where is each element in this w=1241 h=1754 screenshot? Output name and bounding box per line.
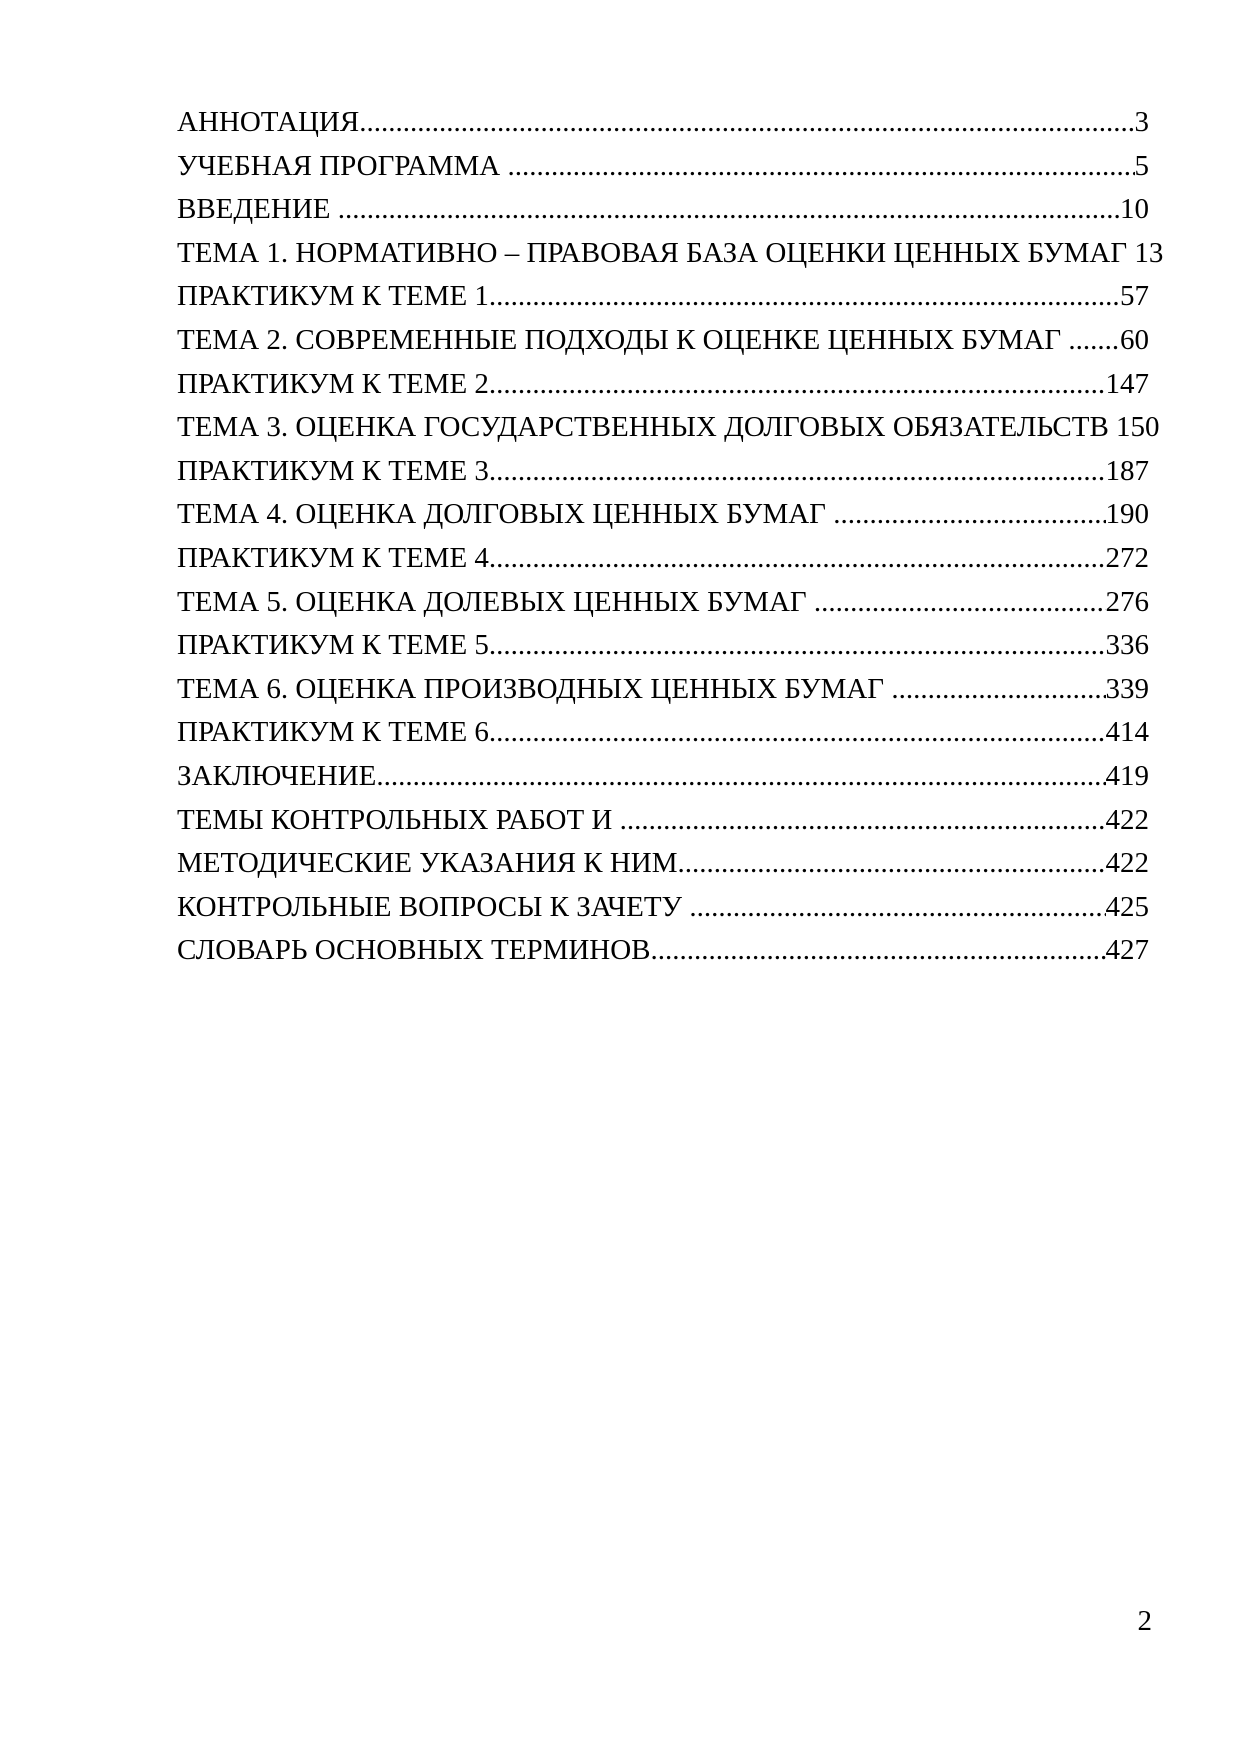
toc-entry-page: 272 <box>1105 541 1150 574</box>
toc-entry-title: КОНТРОЛЬНЫЕ ВОПРОСЫ К ЗАЧЕТУ <box>177 890 690 923</box>
toc-entry-title: ПРАКТИКУМ К ТЕМЕ 1 <box>177 280 489 313</box>
toc-row: ПРАКТИКУМ К ТЕМЕ 6 414 <box>177 711 1149 755</box>
toc-row: ЗАКЛЮЧЕНИЕ 419 <box>177 755 1149 799</box>
toc-entry-page: 336 <box>1105 629 1150 662</box>
toc-entry-title: ТЕМА 5. ОЦЕНКА ДОЛЕВЫХ ЦЕННЫХ БУМАГ <box>177 585 814 618</box>
toc-row: ТЕМА 4. ОЦЕНКА ДОЛГОВЫХ ЦЕННЫХ БУМАГ 190 <box>177 493 1149 537</box>
toc-entry-page: 10 <box>1120 193 1149 226</box>
toc-dot-leader <box>651 929 1106 973</box>
toc-entry-page: 60 <box>1120 323 1149 356</box>
toc-entry-title: АННОТАЦИЯ <box>177 106 360 138</box>
toc-entry-page: 13 <box>1134 236 1164 269</box>
toc-entry-title: ТЕМА 3. ОЦЕНКА ГОСУДАРСТВЕННЫХ ДОЛГОВЫХ … <box>177 411 1117 444</box>
toc-entry-title: СЛОВАРЬ ОСНОВНЫХ ТЕРМИНОВ <box>177 934 651 967</box>
toc-entry-title: ЗАКЛЮЧЕНИЕ <box>177 759 377 792</box>
toc-dot-leader <box>489 711 1106 755</box>
table-of-contents: АННОТАЦИЯ 3 УЧЕБНАЯ ПРОГРАММА 5 ВВЕДЕНИЕ… <box>177 101 1163 973</box>
toc-entry-title: УЧЕБНАЯ ПРОГРАММА <box>177 149 508 182</box>
toc-entry-page: 276 <box>1105 585 1150 618</box>
toc-entry-page: 190 <box>1105 498 1150 531</box>
toc-row: ТЕМА 5. ОЦЕНКА ДОЛЕВЫХ ЦЕННЫХ БУМАГ 276 <box>177 581 1149 625</box>
toc-row: ТЕМЫ КОНТРОЛЬНЫХ РАБОТ И 422 <box>177 799 1149 843</box>
toc-entry-page: 414 <box>1105 716 1150 749</box>
toc-row: ТЕМА 3. ОЦЕНКА ГОСУДАРСТВЕННЫХ ДОЛГОВЫХ … <box>177 406 1160 450</box>
toc-dot-leader <box>689 886 1105 930</box>
toc-dot-leader <box>678 842 1106 886</box>
toc-entry-page: 427 <box>1105 934 1150 967</box>
toc-entry-page: 422 <box>1105 803 1150 836</box>
toc-entry-title: ПРАКТИКУМ К ТЕМЕ 6 <box>177 716 489 749</box>
toc-entry-page: 150 <box>1116 411 1160 444</box>
toc-row: МЕТОДИЧЕСКИЕ УКАЗАНИЯ К НИМ 422 <box>177 842 1149 886</box>
toc-entry-title: ТЕМЫ КОНТРОЛЬНЫХ РАБОТ И <box>177 803 620 836</box>
toc-entry-title: ПРАКТИКУМ К ТЕМЕ 2 <box>177 367 489 400</box>
toc-row: УЧЕБНАЯ ПРОГРАММА 5 <box>177 145 1149 189</box>
toc-entry-page: 419 <box>1105 759 1150 792</box>
toc-row: ПРАКТИКУМ К ТЕМЕ 3 187 <box>177 450 1149 494</box>
toc-dot-leader <box>338 188 1120 232</box>
toc-entry-title: ТЕМА 1. НОРМАТИВНО – ПРАВОВАЯ БАЗА ОЦЕНК… <box>177 236 1135 269</box>
toc-entry-title: ТЕМА 6. ОЦЕНКА ПРОИЗВОДНЫХ ЦЕННЫХ БУМАГ <box>177 672 892 705</box>
toc-entry-title: ВВЕДЕНИЕ <box>177 193 338 226</box>
toc-dot-leader <box>1068 319 1120 363</box>
toc-row: ПРАКТИКУМ К ТЕМЕ 5 336 <box>177 624 1149 668</box>
toc-row: ТЕМА 1. НОРМАТИВНО – ПРАВОВАЯ БАЗА ОЦЕНК… <box>177 232 1163 276</box>
toc-dot-leader <box>833 493 1105 537</box>
toc-row: СЛОВАРЬ ОСНОВНЫХ ТЕРМИНОВ 427 <box>177 929 1149 973</box>
toc-dot-leader <box>507 145 1134 189</box>
page-number: 2 <box>1137 1605 1153 1637</box>
toc-entry-page: 57 <box>1120 280 1149 313</box>
toc-entry-title: ТЕМА 2. СОВРЕМЕННЫЕ ПОДХОДЫ К ОЦЕНКЕ ЦЕН… <box>177 323 1069 356</box>
toc-entry-page: 422 <box>1105 847 1150 880</box>
toc-dot-leader <box>891 668 1105 712</box>
toc-dot-leader <box>489 537 1106 581</box>
toc-row: ТЕМА 6. ОЦЕНКА ПРОИЗВОДНЫХ ЦЕННЫХ БУМАГ … <box>177 668 1149 712</box>
toc-entry-page: 147 <box>1105 367 1150 400</box>
toc-dot-leader <box>489 275 1120 319</box>
toc-entry-title: ПРАКТИКУМ К ТЕМЕ 4 <box>177 541 489 574</box>
toc-dot-leader <box>620 799 1106 843</box>
toc-entry-title: ПРАКТИКУМ К ТЕМЕ 3 <box>177 454 489 487</box>
toc-dot-leader <box>359 101 1134 145</box>
toc-row: КОНТРОЛЬНЫЕ ВОПРОСЫ К ЗАЧЕТУ 425 <box>177 886 1149 930</box>
toc-entry-page: 339 <box>1105 672 1150 705</box>
toc-dot-leader <box>814 581 1106 625</box>
toc-row: ПРАКТИКУМ К ТЕМЕ 2 147 <box>177 363 1149 407</box>
toc-entry-page: 425 <box>1105 890 1150 923</box>
toc-entry-page: 3 <box>1134 106 1150 138</box>
toc-row: ВВЕДЕНИЕ 10 <box>177 188 1149 232</box>
toc-entry-title: ТЕМА 4. ОЦЕНКА ДОЛГОВЫХ ЦЕННЫХ БУМАГ <box>177 498 834 531</box>
toc-dot-leader <box>489 363 1106 407</box>
toc-row: ТЕМА 2. СОВРЕМЕННЫЕ ПОДХОДЫ К ОЦЕНКЕ ЦЕН… <box>177 319 1149 363</box>
toc-entry-page: 187 <box>1105 454 1150 487</box>
toc-dot-leader <box>489 450 1106 494</box>
toc-entry-page: 5 <box>1134 149 1150 182</box>
toc-entry-title: МЕТОДИЧЕСКИЕ УКАЗАНИЯ К НИМ <box>177 847 678 880</box>
toc-dot-leader <box>376 755 1105 799</box>
toc-entry-title: ПРАКТИКУМ К ТЕМЕ 5 <box>177 629 489 662</box>
toc-dot-leader <box>489 624 1106 668</box>
toc-row: ПРАКТИКУМ К ТЕМЕ 4 272 <box>177 537 1149 581</box>
toc-row: ПРАКТИКУМ К ТЕМЕ 1 57 <box>177 275 1149 319</box>
toc-row: АННОТАЦИЯ 3 <box>177 101 1149 145</box>
